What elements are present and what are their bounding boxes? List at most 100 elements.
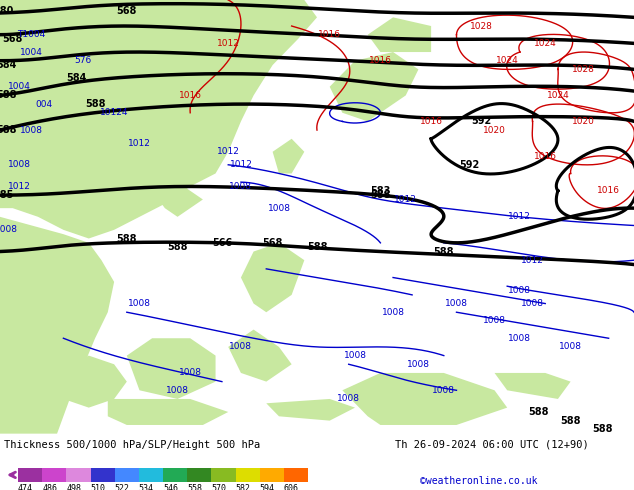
Text: 1012: 1012 <box>8 182 30 191</box>
Polygon shape <box>63 356 127 408</box>
Text: 498: 498 <box>67 484 81 490</box>
Bar <box>42 468 67 482</box>
Text: 1008: 1008 <box>344 351 366 360</box>
Text: 486: 486 <box>42 484 57 490</box>
Text: 594: 594 <box>260 484 275 490</box>
Text: 522: 522 <box>115 484 130 490</box>
Polygon shape <box>330 52 418 122</box>
Bar <box>284 468 308 482</box>
Text: 1020: 1020 <box>572 117 595 126</box>
Text: 1004: 1004 <box>20 48 43 56</box>
Text: 588: 588 <box>560 416 581 426</box>
Polygon shape <box>228 330 292 382</box>
Bar <box>115 468 139 482</box>
Polygon shape <box>342 373 507 425</box>
Text: 1024: 1024 <box>496 56 519 65</box>
Polygon shape <box>127 338 216 399</box>
Text: 1008: 1008 <box>407 360 430 369</box>
Bar <box>211 468 235 482</box>
Text: 1008: 1008 <box>128 299 151 308</box>
Text: Thickness 500/1000 hPa/SLP/Height 500 hPa: Thickness 500/1000 hPa/SLP/Height 500 hP… <box>4 440 260 450</box>
Text: 534: 534 <box>139 484 154 490</box>
Text: 584: 584 <box>0 60 16 70</box>
Text: 1008: 1008 <box>508 286 531 295</box>
Text: 1028: 1028 <box>572 65 595 74</box>
Text: 584: 584 <box>66 73 86 83</box>
Text: Th 26-09-2024 06:00 UTC (12+90): Th 26-09-2024 06:00 UTC (12+90) <box>395 440 589 450</box>
Text: 1012: 1012 <box>230 160 252 169</box>
Text: 1024: 1024 <box>547 91 569 100</box>
Text: ©weatheronline.co.uk: ©weatheronline.co.uk <box>420 476 538 486</box>
Text: 1012: 1012 <box>217 39 240 48</box>
Text: 1016: 1016 <box>369 56 392 65</box>
Text: 1016: 1016 <box>597 186 620 196</box>
Text: 588: 588 <box>370 190 391 200</box>
Text: 1008: 1008 <box>337 394 360 403</box>
Bar <box>67 468 91 482</box>
Text: 1008: 1008 <box>20 125 43 135</box>
Bar <box>91 468 115 482</box>
Polygon shape <box>152 182 203 217</box>
Polygon shape <box>266 399 355 420</box>
Text: 546: 546 <box>163 484 178 490</box>
Text: 1008: 1008 <box>268 204 290 213</box>
Text: 1012: 1012 <box>394 195 417 204</box>
Text: 1008: 1008 <box>179 368 202 377</box>
Text: 583: 583 <box>370 186 391 196</box>
Text: 592: 592 <box>472 117 492 126</box>
Bar <box>235 468 260 482</box>
Text: 1020: 1020 <box>483 125 506 135</box>
Text: 1016: 1016 <box>179 91 202 100</box>
Text: 1008: 1008 <box>0 225 18 234</box>
Polygon shape <box>0 0 317 239</box>
Text: 1012: 1012 <box>508 212 531 221</box>
Text: 588: 588 <box>0 90 16 100</box>
Text: 1008: 1008 <box>230 343 252 351</box>
Text: 1008: 1008 <box>445 299 468 308</box>
Polygon shape <box>495 373 571 399</box>
Text: 1008: 1008 <box>166 386 189 395</box>
Text: 1016: 1016 <box>420 117 443 126</box>
Polygon shape <box>108 399 228 425</box>
Text: 588: 588 <box>307 242 327 252</box>
Polygon shape <box>273 139 304 173</box>
Text: 588: 588 <box>167 242 188 252</box>
Text: 580: 580 <box>0 6 13 16</box>
Text: 582: 582 <box>235 484 250 490</box>
Text: 606: 606 <box>284 484 299 490</box>
Polygon shape <box>0 217 114 434</box>
Text: 1016: 1016 <box>534 151 557 161</box>
Text: 1004: 1004 <box>8 82 30 91</box>
Text: 1008: 1008 <box>521 299 544 308</box>
Bar <box>187 468 211 482</box>
Text: 1008: 1008 <box>8 160 30 169</box>
Text: 588: 588 <box>0 125 16 135</box>
Text: 474: 474 <box>18 484 33 490</box>
Text: 1008: 1008 <box>483 317 506 325</box>
Text: 1016: 1016 <box>318 30 341 39</box>
Text: 576: 576 <box>74 56 91 65</box>
Text: 558: 558 <box>187 484 202 490</box>
Polygon shape <box>241 243 304 312</box>
Bar <box>260 468 284 482</box>
Bar <box>163 468 187 482</box>
Text: 1012: 1012 <box>128 139 151 147</box>
Text: 1012: 1012 <box>521 256 544 265</box>
Text: 1008: 1008 <box>432 386 455 395</box>
Text: 588: 588 <box>85 99 105 109</box>
Text: 568: 568 <box>3 34 23 44</box>
Bar <box>18 468 42 482</box>
Polygon shape <box>368 17 431 52</box>
Text: 1008: 1008 <box>230 182 252 191</box>
Text: 004: 004 <box>36 99 53 109</box>
Text: 10124: 10124 <box>100 108 128 117</box>
Text: 566: 566 <box>212 238 232 248</box>
Text: 1008: 1008 <box>559 343 582 351</box>
Text: 570: 570 <box>211 484 226 490</box>
Text: 585: 585 <box>0 190 13 200</box>
Text: 588: 588 <box>592 424 612 434</box>
Text: 588: 588 <box>434 246 454 257</box>
Text: 568: 568 <box>262 238 283 248</box>
Text: 588: 588 <box>117 234 137 244</box>
Text: 1012: 1012 <box>217 147 240 156</box>
